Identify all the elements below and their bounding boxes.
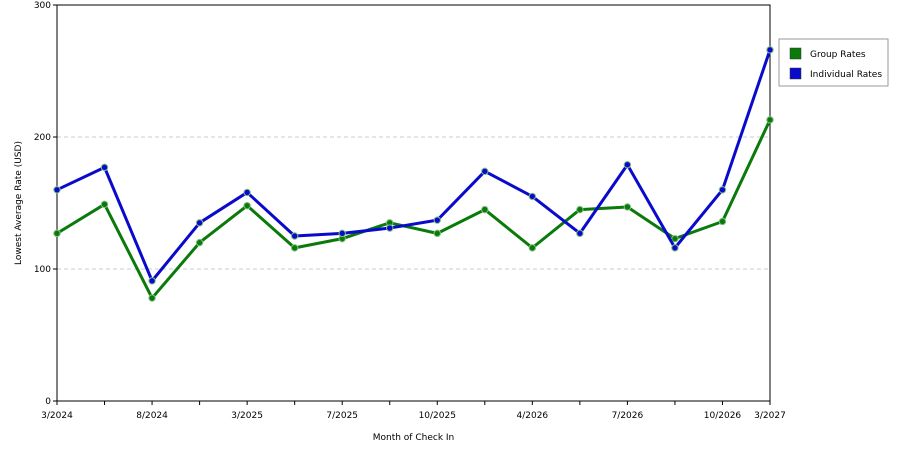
data-point (718, 217, 727, 226)
data-point (195, 219, 204, 227)
data-point (718, 186, 727, 194)
x-tick-label: 7/2025 (326, 411, 358, 421)
x-tick-label: 8/2024 (136, 411, 168, 421)
x-tick-label: 3/2025 (231, 411, 263, 421)
data-point (481, 205, 489, 214)
data-point (481, 167, 489, 176)
data-point (766, 116, 774, 124)
data-point (53, 186, 61, 194)
legend-label: Group Rates (810, 50, 866, 60)
axis-layer (53, 4, 771, 405)
x-tick-label: 3/2024 (41, 411, 73, 421)
legend-swatch (789, 47, 802, 60)
data-point (433, 216, 441, 224)
y-tick-label: 0 (45, 397, 51, 407)
label-layer: 0 100 200 300 3/2024 8/2024 3/2025 7/2025 10/202… (14, 1, 786, 443)
legend-swatch (789, 67, 802, 80)
data-point (623, 203, 632, 211)
data-point (195, 238, 204, 247)
series-individual-rates (53, 46, 774, 285)
y-tick-label: 200 (34, 133, 51, 143)
y-axis-title: Lowest Average Rate (USD) (14, 141, 24, 265)
data-point (528, 244, 537, 252)
data-point (671, 234, 679, 243)
data-point (623, 161, 632, 169)
data-point (338, 229, 346, 238)
data-point (148, 294, 156, 302)
plot-frame (56, 4, 771, 402)
data-point (100, 200, 109, 209)
data-point (290, 232, 299, 240)
y-tick-label: 300 (34, 1, 51, 11)
data-point (243, 188, 251, 197)
series-group-rates (53, 116, 774, 302)
x-tick-label: 4/2026 (516, 411, 548, 421)
data-point (100, 163, 109, 172)
data-point (53, 229, 61, 238)
data-point (576, 205, 584, 214)
data-point (433, 229, 441, 238)
data-point (290, 244, 299, 252)
legend-label: Individual Rates (810, 70, 882, 80)
data-point (243, 201, 251, 210)
data-point (576, 229, 584, 238)
grid-layer (57, 136, 770, 270)
x-tick-label: 7/2026 (612, 411, 644, 421)
x-tick-label: 3/2027 (754, 411, 786, 421)
data-point (671, 244, 679, 252)
legend: Group Rates Individual Rates (778, 38, 889, 87)
data-point (766, 46, 774, 54)
x-axis-title: Month of Check In (373, 433, 455, 443)
y-tick-label: 100 (34, 265, 51, 275)
data-point (528, 192, 537, 201)
series-layer (53, 46, 774, 302)
data-point (148, 277, 156, 285)
series-line (56, 49, 772, 283)
x-tick-label: 10/2026 (704, 411, 742, 421)
x-tick-label: 10/2025 (419, 411, 456, 421)
series-line (56, 119, 772, 300)
data-point (386, 224, 394, 232)
